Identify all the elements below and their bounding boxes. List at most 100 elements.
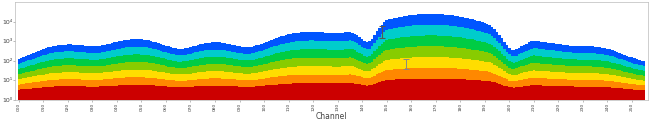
Bar	[437, 57, 439, 68]
Bar	[584, 66, 586, 73]
Bar	[445, 36, 447, 47]
Bar	[64, 86, 66, 93]
Bar	[369, 63, 370, 71]
Bar	[324, 83, 326, 92]
Bar	[103, 59, 106, 66]
Bar	[133, 85, 135, 92]
Bar	[64, 65, 66, 72]
Bar	[192, 73, 194, 80]
Bar	[94, 87, 96, 93]
Bar	[599, 67, 601, 74]
Bar	[410, 47, 413, 58]
Bar	[447, 36, 449, 47]
Bar	[148, 93, 150, 100]
Bar	[456, 16, 459, 27]
Bar	[59, 66, 62, 72]
Bar	[179, 81, 182, 87]
Bar	[211, 57, 214, 64]
Bar	[427, 35, 430, 46]
Bar	[606, 62, 608, 68]
Bar	[88, 93, 91, 100]
Bar	[391, 59, 393, 69]
Bar	[582, 87, 584, 93]
Bar	[57, 93, 59, 100]
Bar	[481, 81, 484, 90]
Bar	[275, 46, 278, 54]
Bar	[439, 36, 442, 46]
Bar	[111, 50, 113, 57]
Bar	[629, 78, 630, 84]
Bar	[185, 68, 187, 74]
Bar	[608, 81, 611, 87]
Bar	[172, 54, 175, 61]
Bar	[334, 41, 337, 50]
Bar	[582, 93, 584, 100]
Bar	[250, 80, 253, 87]
Bar	[302, 32, 305, 41]
Bar	[69, 51, 72, 58]
Bar	[118, 78, 121, 85]
Bar	[45, 81, 47, 87]
Bar	[62, 86, 64, 93]
Bar	[23, 57, 25, 62]
Bar	[474, 20, 476, 30]
Bar	[432, 14, 435, 25]
Bar	[123, 70, 125, 78]
Bar	[86, 93, 88, 100]
Bar	[391, 29, 393, 39]
Bar	[332, 41, 334, 50]
Bar	[454, 47, 456, 58]
Bar	[49, 93, 52, 100]
Bar	[229, 86, 231, 93]
Bar	[69, 44, 72, 51]
Bar	[521, 60, 523, 66]
Bar	[224, 72, 226, 79]
Bar	[84, 80, 86, 86]
Bar	[66, 79, 69, 86]
Bar	[196, 66, 199, 72]
Bar	[344, 83, 346, 92]
Bar	[380, 62, 383, 72]
Bar	[187, 74, 189, 80]
Bar	[508, 87, 510, 94]
Bar	[292, 83, 294, 92]
Bar	[393, 90, 395, 100]
Bar	[589, 46, 592, 53]
Bar	[430, 25, 432, 35]
Bar	[491, 54, 493, 63]
Bar	[594, 67, 597, 73]
Bar	[351, 75, 354, 83]
Bar	[37, 75, 40, 82]
Bar	[81, 86, 84, 93]
Bar	[300, 66, 302, 75]
Bar	[99, 80, 101, 86]
Bar	[462, 27, 464, 38]
Bar	[140, 70, 142, 77]
Bar	[302, 41, 305, 49]
Bar	[393, 18, 395, 28]
Bar	[478, 80, 481, 90]
Bar	[42, 68, 45, 75]
Bar	[454, 58, 456, 68]
Bar	[626, 67, 629, 72]
Bar	[133, 47, 135, 54]
Bar	[560, 79, 562, 86]
Bar	[513, 75, 515, 81]
Bar	[319, 83, 322, 92]
Bar	[562, 93, 564, 100]
Bar	[503, 56, 506, 64]
Bar	[388, 80, 391, 90]
Bar	[626, 78, 629, 83]
Bar	[172, 48, 175, 54]
Bar	[131, 92, 133, 100]
Bar	[532, 85, 535, 93]
Bar	[275, 92, 278, 100]
Bar	[557, 93, 560, 100]
Bar	[32, 53, 34, 59]
Bar	[439, 68, 442, 79]
Bar	[182, 55, 185, 62]
Bar	[57, 79, 59, 86]
Bar	[569, 46, 572, 52]
Bar	[348, 74, 351, 83]
Bar	[167, 73, 170, 80]
